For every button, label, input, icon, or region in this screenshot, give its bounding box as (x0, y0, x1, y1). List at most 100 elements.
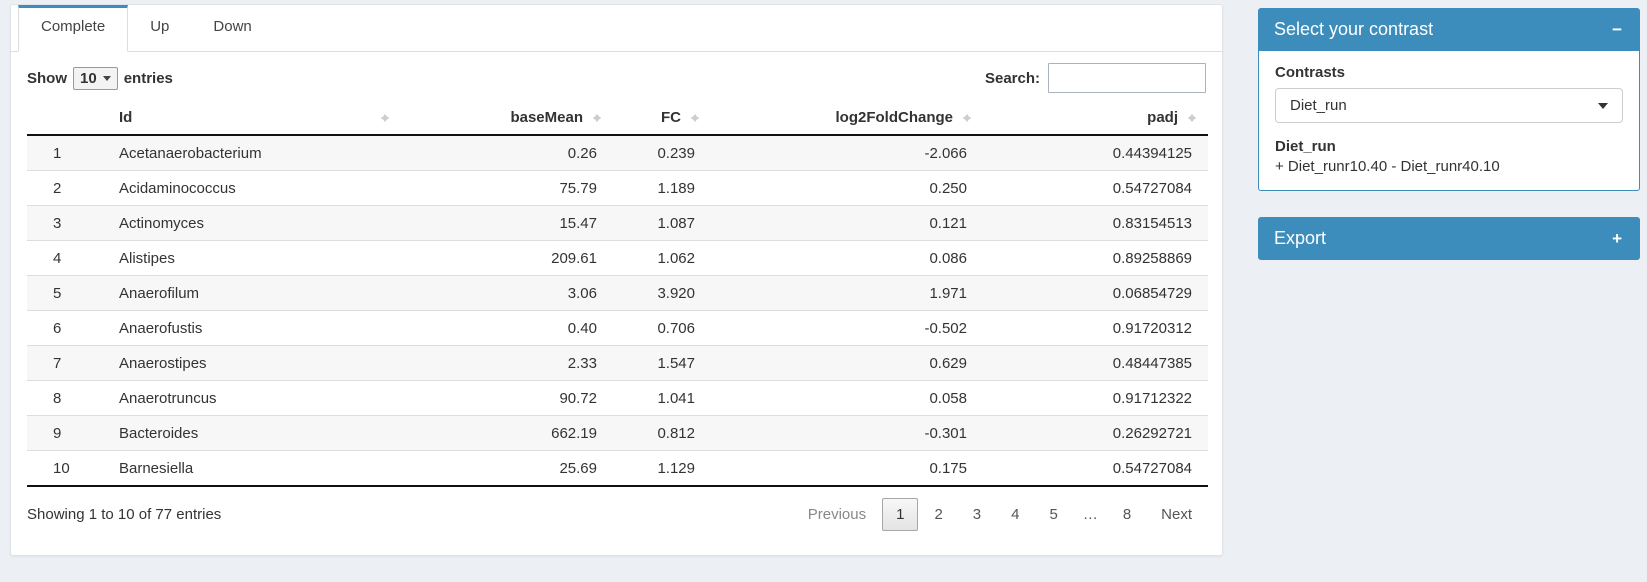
cell-baseMean: 3.06 (401, 275, 613, 311)
cell-rownum: 6 (27, 310, 101, 346)
cell-padj: 0.06854729 (983, 275, 1208, 311)
cell-rownum: 10 (27, 450, 101, 487)
table-body: 1 Acetanaerobacterium 0.26 0.239 -2.066 0.443… (27, 135, 1208, 487)
page-button-3[interactable]: 3 (972, 506, 982, 523)
cell-baseMean: 15.47 (401, 205, 613, 241)
chevron-down-icon (102, 75, 111, 81)
entries-label: entries (123, 69, 173, 87)
cell-id: Anaerofustis (101, 310, 401, 346)
page-length-select[interactable]: 10 (73, 66, 118, 90)
cell-fc: 1.189 (613, 170, 711, 206)
contrasts-select[interactable]: Diet_run (1275, 88, 1623, 123)
caret-down-icon (1598, 102, 1608, 109)
column-header-rownum (27, 101, 101, 136)
cell-id: Acidaminococcus (101, 170, 401, 206)
sort-both-icon (691, 110, 701, 126)
cell-padj: 0.44394125 (1112, 144, 1192, 162)
cell-baseMean: 0.26 (567, 144, 597, 162)
cell-fc: 0.706 (613, 310, 711, 346)
table-row: 9 Bacteroides 662.19 0.812 -0.301 0.26292721 (27, 415, 1208, 451)
cell-baseMean: 662.19 (401, 415, 613, 451)
previous-button[interactable]: Previous (807, 506, 867, 523)
page-length-value: 10 (80, 69, 97, 87)
cell-fc: 3.920 (613, 275, 711, 311)
cell-fc: 0.812 (613, 415, 711, 451)
export-panel-title: Export (1274, 228, 1327, 248)
cell-log2fc: 0.058 (711, 380, 983, 416)
page-button-2[interactable]: 2 (934, 506, 943, 523)
column-header-padj[interactable]: padj (983, 101, 1208, 136)
table-header: Id baseMean FC log2FoldChange padj (27, 101, 1208, 136)
tab-down[interactable]: Down (213, 18, 252, 35)
tab-up[interactable]: Up (150, 18, 170, 35)
table-row: 1 Acetanaerobacterium 0.26 0.239 -2.066 0.443… (27, 135, 1208, 171)
column-label: log2FoldChange (835, 109, 954, 126)
cell-id: Actinomyces (101, 205, 401, 241)
page-button-5[interactable]: 5 (1049, 506, 1058, 523)
cell-log2fc: 0.629 (711, 345, 983, 381)
sidebar-panels: Select your contrast − Contrasts Diet_ru… (1258, 8, 1640, 260)
contrast-panel-title: Select your contrast (1274, 19, 1434, 39)
cell-log2fc: 0.175 (711, 450, 983, 487)
column-header-log2fc[interactable]: log2FoldChange (711, 101, 983, 136)
page-button-8[interactable]: 8 (1122, 506, 1132, 523)
contrasts-select-value: Diet_run (1290, 97, 1347, 114)
results-card: Complete Up Down Show 10 entries Search: I… (10, 4, 1223, 556)
search-label: Search: (984, 69, 1040, 87)
cell-rownum: 5 (27, 275, 101, 311)
sort-both-icon (1188, 110, 1198, 126)
column-label: padj (1147, 109, 1178, 126)
cell-padj: 0.83154513 (983, 205, 1208, 241)
sort-both-icon (963, 110, 973, 126)
column-label: FC (661, 109, 681, 126)
cell-padj: 0.48447385 (983, 345, 1208, 381)
cell-rownum: 4 (27, 240, 101, 276)
column-label: baseMean (510, 109, 583, 126)
column-header-id[interactable]: Id (101, 101, 401, 136)
page-button-1[interactable]: 1 (882, 498, 919, 531)
cell-rownum: 1 (53, 144, 62, 162)
table-info: Showing 1 to 10 of 77 entries (27, 506, 222, 523)
contrasts-label: Contrasts (1275, 64, 1346, 81)
contrast-name: Diet_run (1275, 138, 1336, 155)
cell-baseMean: 75.79 (401, 170, 613, 206)
table-row: 6 Anaerofustis 0.40 0.706 -0.502 0.91720312 (27, 310, 1208, 346)
cell-fc: 1.547 (613, 345, 711, 381)
cell-rownum: 8 (27, 380, 101, 416)
plus-icon[interactable]: + (1612, 229, 1622, 248)
cell-padj: 0.91720312 (983, 310, 1208, 346)
sort-both-icon (593, 110, 603, 126)
cell-log2fc: 0.250 (711, 170, 983, 206)
table-row: 10 Barnesiella 25.69 1.129 0.175 0.54727084 (27, 450, 1208, 487)
column-header-baseMean[interactable]: baseMean (401, 101, 613, 136)
page-button-4[interactable]: 4 (1011, 506, 1020, 523)
table-row: 5 Anaerofilum 3.06 3.920 1.971 0.06854729 (27, 275, 1208, 311)
search-control: Search: (985, 63, 1206, 93)
tab-complete[interactable]: Complete (18, 5, 129, 52)
minus-icon[interactable]: − (1612, 20, 1622, 39)
cell-log2fc: 1.971 (711, 275, 983, 311)
cell-rownum: 9 (27, 415, 101, 451)
export-panel-header[interactable]: Export + (1258, 217, 1640, 260)
contrast-panel-header[interactable]: Select your contrast − (1258, 8, 1640, 51)
pagination-ellipsis: … (1082, 506, 1098, 523)
contrast-panel-body: Contrasts Diet_run Diet_run + Diet_runr1… (1258, 51, 1640, 191)
cell-baseMean: 90.72 (401, 380, 613, 416)
cell-baseMean: 25.69 (401, 450, 613, 487)
cell-id: Anaerostipes (101, 345, 401, 381)
cell-padj: 0.54727084 (983, 450, 1208, 487)
cell-fc: 1.087 (613, 205, 711, 241)
cell-id: Bacteroides (101, 415, 401, 451)
table-controls: Show 10 entries Search: (27, 63, 1206, 93)
next-button[interactable]: Next (1161, 506, 1192, 523)
cell-baseMean: 0.40 (401, 310, 613, 346)
cell-baseMean: 2.33 (401, 345, 613, 381)
search-input[interactable] (1048, 63, 1206, 93)
column-header-fc[interactable]: FC (613, 101, 711, 136)
export-panel: Export + (1258, 217, 1640, 260)
cell-log2fc: 0.086 (711, 240, 983, 276)
cell-log2fc: -0.502 (711, 310, 983, 346)
cell-fc: 1.062 (613, 240, 711, 276)
cell-id: Barnesiella (101, 450, 401, 487)
tab-bar: Complete Up Down (11, 5, 1222, 52)
